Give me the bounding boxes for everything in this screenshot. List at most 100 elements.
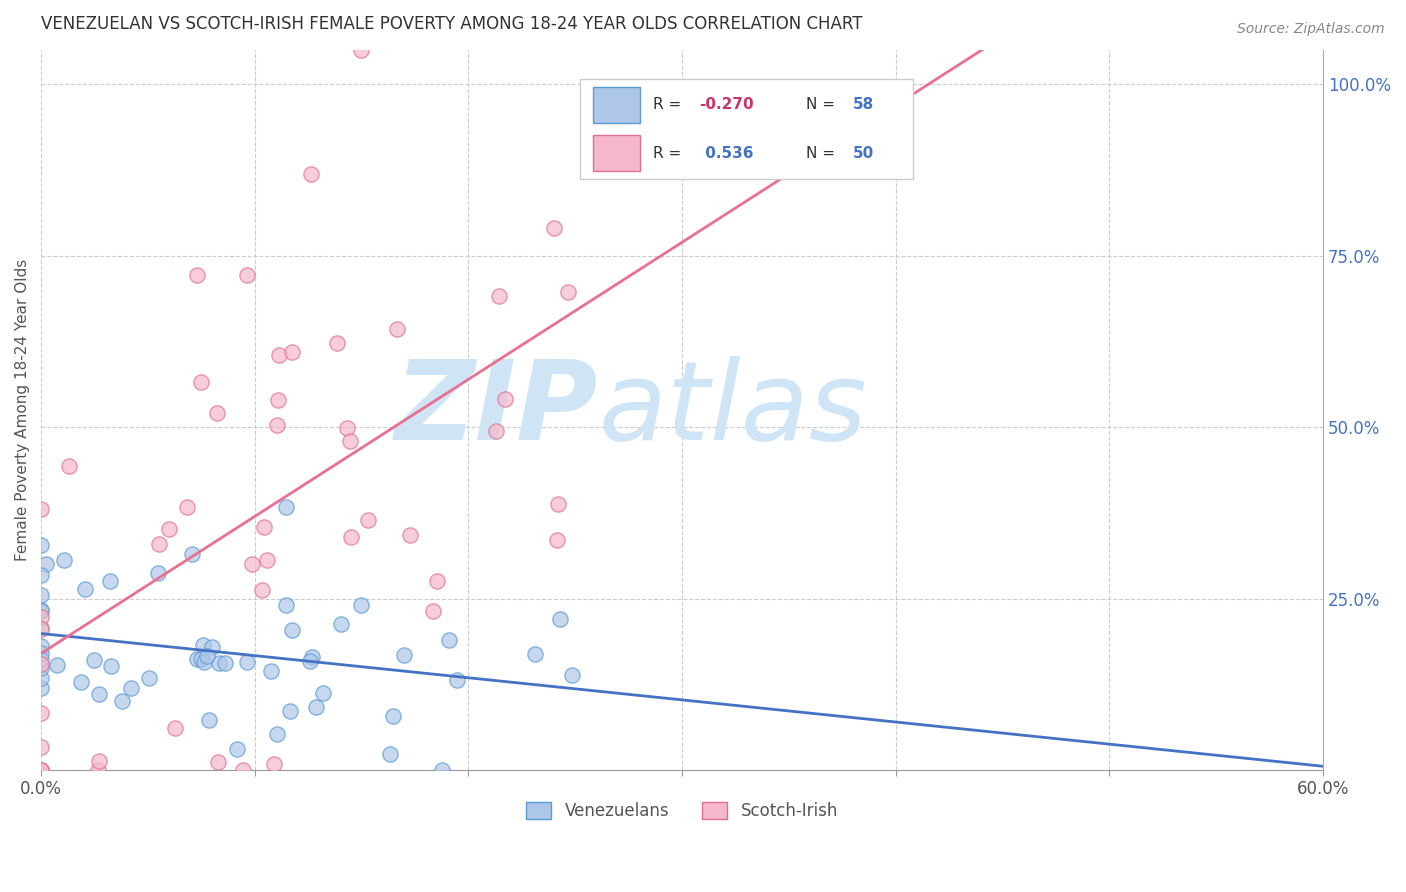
Point [398,528,420,542]
Point [485,424,508,438]
Point [30,763,52,777]
Point [446,673,468,687]
Point [34,557,56,571]
Point [30,621,52,635]
Point [83,653,105,667]
Point [30,604,52,618]
Point [253,520,276,534]
Point [30,622,52,636]
Point [30,640,52,654]
Point [100,658,122,673]
Point [266,418,288,433]
Point [30,706,52,721]
Point [236,655,259,669]
Point [592,153,614,167]
Point [236,268,259,282]
Point [30,502,52,516]
Point [30,603,52,617]
Point [547,497,569,511]
Point [207,406,229,420]
Text: atlas: atlas [599,357,868,464]
Point [191,638,214,652]
Point [301,650,323,665]
Point [356,513,378,527]
Point [278,704,301,718]
Point [422,604,444,618]
Point [304,700,326,714]
Point [30,681,52,695]
Point [186,652,208,666]
Point [30,610,52,624]
Point [252,583,274,598]
Point [138,671,160,685]
Point [98,574,121,589]
Point [30,763,52,777]
Point [378,747,401,761]
Point [299,167,322,181]
Point [488,288,510,302]
Point [336,421,359,435]
Point [186,268,208,282]
Point [339,434,361,448]
Point [157,522,180,536]
Point [281,623,304,637]
Point [543,220,565,235]
Y-axis label: Female Poverty Among 18-24 Year Olds: Female Poverty Among 18-24 Year Olds [15,259,30,561]
Point [426,574,449,589]
Point [382,708,405,723]
Text: ZIP: ZIP [395,357,599,464]
Point [561,668,583,682]
Point [30,661,52,675]
Point [548,612,571,626]
Point [163,721,186,735]
Point [208,656,231,670]
Point [207,755,229,769]
Point [111,693,134,707]
Point [89,754,111,768]
Point [329,616,352,631]
Point [557,285,579,300]
Point [385,322,408,336]
Point [350,43,373,57]
Point [299,654,322,668]
Point [339,530,361,544]
Point [240,557,263,571]
Text: VENEZUELAN VS SCOTCH-IRISH FEMALE POVERTY AMONG 18-24 YEAR OLDS CORRELATION CHAR: VENEZUELAN VS SCOTCH-IRISH FEMALE POVERT… [41,15,863,33]
Point [30,671,52,685]
Point [46,658,69,673]
Point [226,742,249,756]
Legend: Venezuelans, Scotch-Irish: Venezuelans, Scotch-Irish [519,795,845,827]
Point [326,336,349,351]
Point [524,647,547,661]
Point [146,566,169,581]
Point [312,685,335,699]
Point [176,500,198,514]
Point [276,500,298,515]
Point [432,763,454,777]
Point [58,459,80,474]
Point [494,392,516,406]
Point [260,664,283,678]
Point [232,763,254,777]
Point [190,652,212,666]
Point [73,582,96,597]
Point [30,739,52,754]
Point [201,640,224,654]
Point [195,648,218,663]
Point [266,727,288,741]
Point [546,533,568,548]
Point [53,553,76,567]
Point [120,681,142,695]
Point [437,633,460,648]
Point [30,588,52,602]
Point [276,598,298,612]
Point [180,547,202,561]
Point [30,646,52,660]
Point [69,674,91,689]
Point [87,763,110,777]
Point [280,345,302,359]
Point [256,553,278,567]
Point [267,348,290,362]
Point [30,538,52,552]
Point [30,657,52,671]
